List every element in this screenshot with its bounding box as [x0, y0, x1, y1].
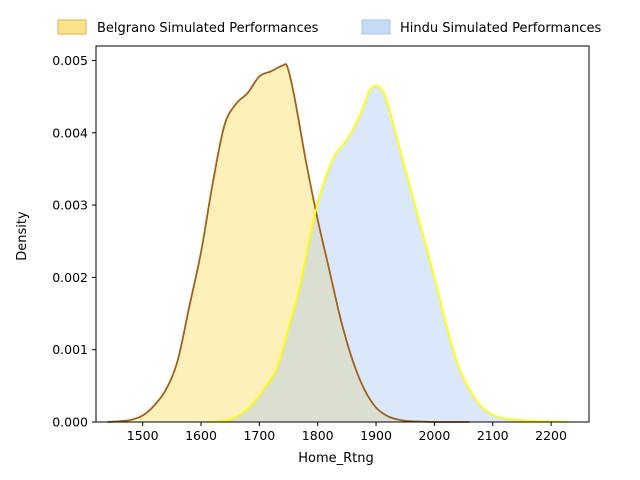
x-axis-label: Home_Rtng — [298, 451, 374, 466]
series-layer — [107, 63, 569, 423]
y-axis: 0.000 0.001 0.002 0.003 0.004 0.005 — [52, 53, 96, 430]
x-tick-label: 2200 — [535, 428, 567, 443]
plot-frame — [95, 45, 590, 423]
y-tick-label: 0.002 — [52, 270, 88, 285]
legend-label-belgrano: Belgrano Simulated Performances — [97, 21, 319, 36]
legend-label-hindu: Hindu Simulated Performances — [400, 21, 601, 36]
x-axis: 1500 1600 1700 1800 1900 2000 2100 2200 — [127, 422, 567, 443]
y-tick-label: 0.000 — [52, 415, 88, 430]
line-hindu — [206, 84, 569, 423]
y-tick-label: 0.005 — [52, 53, 88, 68]
y-tick-label: 0.003 — [52, 198, 88, 213]
x-tick-label: 2100 — [477, 428, 509, 443]
x-tick-label: 1900 — [360, 428, 392, 443]
legend: Belgrano Simulated Performances Hindu Si… — [57, 19, 601, 36]
x-tick-label: 1700 — [243, 428, 275, 443]
area-hindu — [206, 85, 569, 423]
x-tick-label: 1500 — [127, 428, 159, 443]
y-axis-label: Density — [15, 211, 30, 261]
y-tick-label: 0.004 — [52, 125, 88, 140]
legend-swatch-hindu — [361, 19, 391, 35]
x-tick-label: 1800 — [302, 428, 334, 443]
legend-swatch-belgrano — [57, 19, 87, 35]
y-tick-label: 0.001 — [52, 342, 88, 357]
x-tick-label: 2000 — [418, 428, 450, 443]
x-tick-label: 1600 — [185, 428, 217, 443]
area-belgrano — [107, 63, 470, 423]
line-belgrano — [107, 63, 470, 423]
